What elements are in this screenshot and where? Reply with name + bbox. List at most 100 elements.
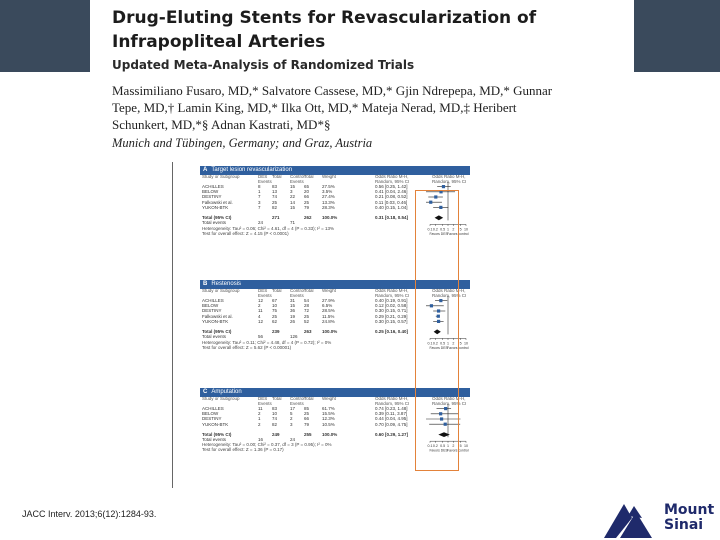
tick-label: 0.2 [433,444,438,448]
estimate-marker [439,205,443,209]
table-cell: 0.30 [0.15, 0.57] [375,318,408,324]
table-cell: 12.3% [322,416,335,422]
estimate-marker [439,412,443,416]
column-header: Odds Ratio M-H, Random, 95% CI [432,288,467,298]
forest-plot: 0.1 0.2 0.5 1 2 5 10 Favors DES Favors control [426,182,469,236]
table-cell: 72 [304,308,310,314]
statistics-note: Heterogeneity: Tau² = 0.00; Chi² = 0.37,… [202,442,332,448]
table-cell: 15.5% [322,411,335,417]
table-cell: 15 [290,204,296,210]
forest-panel: A Target lesion revascularization Study or… [200,166,470,236]
table-cell: 6.5% [322,303,333,309]
forest-plot: 0.1 0.2 0.5 1 2 5 10 Favors DES Favors control [426,404,469,453]
table-cell: 25 [304,313,310,319]
total-row: Total (95% CI) 271 262 100.0% 0.31 [0.18, 0.… [200,215,470,220]
table-cell: 25 [272,313,278,319]
table-cell: 27.4% [322,194,335,200]
table-cell: 11 [258,406,263,411]
table-cell: 2 [258,303,261,309]
column-header: Total [304,288,314,293]
table-cell: 0.56 [0.25, 1.42] [375,184,408,189]
column-header: Control Events [290,288,305,298]
column-header: Study or Subgroup [202,288,240,293]
table-cell: 10 [272,411,278,417]
estimate-marker [436,309,441,313]
table-cell: 0.40 [0.19, 0.91] [375,298,408,303]
table-cell: 0.30 [0.15, 0.71] [375,308,408,314]
events-row: Total events 56 126 [200,334,470,339]
table-cell: 22 [290,194,296,200]
table-cell: 7 [258,194,261,200]
favours-left-label: Favors DES [429,346,448,350]
table-cell: 7 [258,204,261,210]
table-cell: 11.5% [322,313,335,319]
table-cell: 26 [290,318,296,324]
statistics-note: Heterogeneity: Tau² = 0.06; Chi² = 4.61,… [202,225,335,231]
table-cell: Total events [202,220,227,226]
table-cell: 24 [258,220,264,226]
table-cell: 249 [272,431,280,437]
forest-panel: C Amputation Study or Subgroup DES Events To… [200,388,470,453]
table-cell: 85 [304,406,310,411]
estimate-marker [439,299,443,303]
table-cell: 12 [258,318,264,324]
estimate-marker [429,200,433,204]
table-cell: BELOW [202,303,219,309]
estimate-marker [444,407,448,411]
column-header: Weight [322,396,336,401]
table-cell: 82 [272,204,278,210]
table-cell: 1 [258,416,261,422]
tick-label: 10 [464,227,468,231]
tick-label: 10 [464,444,468,448]
table-cell: 79 [304,421,310,427]
table-cell: 3 [290,189,293,195]
column-header: Odds Ratio M-H, Random, 95% CI [375,288,410,298]
table-cell: DESTINY [202,308,222,314]
tick-label: 0.2 [433,341,438,345]
events-row: Total events 16 24 [200,437,470,442]
column-header: Odds Ratio M-H, Random, 95% CI [432,174,467,184]
table-cell: Falkowski et al. [202,199,233,205]
table-cell: Total events [202,437,227,443]
table-cell: 263 [304,329,312,335]
estimate-marker [439,190,443,194]
table-cell: 0.21 [0.08, 0.52] [375,194,408,200]
table-row: BELOW 1 13 3 20 3.5% 0.41 [0.04, 2.46] [200,189,470,194]
table-cell: 52 [304,318,310,324]
table-cell: YUKON-BTK [202,421,229,427]
table-cell: Total (95% CI) [202,215,232,221]
citation: JACC Interv. 2013;6(12):1284-93. [22,509,157,519]
table-row: Falkowski et al. 4 25 19 25 11.5% 0.29 [0.21, … [200,314,470,319]
table-row: ACHILLES 11 83 17 85 61.7% 0.74 [0.23, 1.48] [200,406,470,411]
table-cell: ACHILLES [202,298,224,303]
table-cell: 0.74 [0.23, 1.48] [375,406,408,411]
table-cell: 62 [272,318,278,324]
table-cell: 255 [304,431,312,437]
column-header: Weight [322,174,336,179]
panel-letter: B [203,281,208,287]
table-cell: 10.5% [322,421,335,427]
table-cell: 262 [304,215,312,221]
table-cell: 19 [290,313,296,319]
table-cell: 0.25 [0.16, 0.40] [375,329,409,335]
table-cell: 2 [290,416,293,422]
panel-label: Amputation [211,389,242,395]
table-cell: 28 [304,303,310,309]
table-cell: 13.3% [322,199,335,205]
table-cell: 36 [290,308,296,314]
tick-label: 0.5 [440,227,445,231]
table-cell: 75 [272,308,278,314]
table-cell: 3 [290,421,293,427]
column-header: Total [272,396,282,401]
table-cell: 67 [272,298,278,303]
tick-label: 2 [452,444,454,448]
table-cell: Total (95% CI) [202,329,232,335]
table-cell: 14 [290,199,296,205]
table-cell: 82 [272,421,278,427]
column-header: Control Events [290,174,305,184]
table-cell: 65 [304,184,310,189]
panel-letter: A [203,167,208,173]
table-row: YUKON-BTK 12 62 26 52 24.8% 0.30 [0.15, 0.57] [200,319,470,324]
column-header: DES Events [258,396,272,406]
table-cell: 2 [258,421,261,427]
